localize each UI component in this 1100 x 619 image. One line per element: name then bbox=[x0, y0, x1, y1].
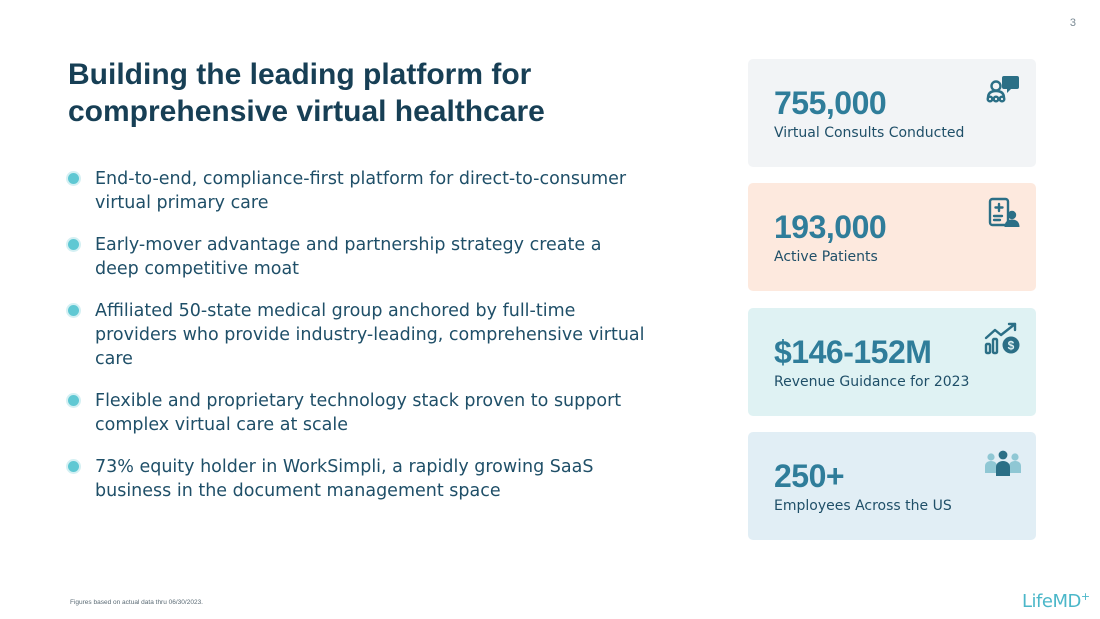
stat-value: $146-152M bbox=[774, 334, 932, 370]
bullet-text: Flexible and proprietary technology stac… bbox=[95, 391, 622, 435]
stat-card-employees: 250+ Employees Across the US bbox=[748, 432, 1036, 540]
stat-value: 193,000 bbox=[774, 209, 887, 245]
page-title: Building the leading platform for compre… bbox=[68, 56, 688, 130]
patient-record-icon bbox=[988, 197, 1020, 227]
consult-icon bbox=[986, 76, 1019, 103]
bullet-item: Affiliated 50-state medical group anchor… bbox=[68, 299, 648, 371]
bullet-dot-icon bbox=[68, 461, 79, 472]
stat-card-consults: 755,000 Virtual Consults Conducted bbox=[748, 59, 1036, 167]
page-title-line-2: comprehensive virtual healthcare bbox=[68, 95, 545, 128]
bullet-text: End-to-end, compliance-first platform fo… bbox=[95, 169, 627, 213]
logo-plus-icon: + bbox=[1080, 590, 1090, 603]
bullet-item: 73% equity holder in WorkSimpli, a rapid… bbox=[68, 455, 648, 503]
bullet-dot-icon bbox=[68, 173, 79, 184]
stat-label: Active Patients bbox=[774, 249, 878, 265]
bullet-dot-icon bbox=[68, 239, 79, 250]
page-title-line-1: Building the leading platform for bbox=[68, 58, 532, 91]
revenue-growth-icon: $ bbox=[984, 322, 1020, 355]
stat-value: 250+ bbox=[774, 458, 845, 494]
stat-card-patients: 193,000 Active Patients bbox=[748, 183, 1036, 291]
stat-card-revenue: $146-152M Revenue Guidance for 2023 $ bbox=[748, 308, 1036, 416]
bullet-list: End-to-end, compliance-first platform fo… bbox=[68, 167, 648, 521]
team-icon bbox=[985, 450, 1021, 476]
svg-text:$: $ bbox=[1008, 339, 1015, 353]
stat-label: Revenue Guidance for 2023 bbox=[774, 374, 970, 390]
stat-label: Virtual Consults Conducted bbox=[774, 125, 965, 141]
footnote: Figures based on actual data thru 06/30/… bbox=[70, 599, 203, 606]
bullet-item: Early-mover advantage and partnership st… bbox=[68, 233, 648, 281]
logo-text: LifeMD bbox=[1022, 591, 1081, 612]
page-number: 3 bbox=[1069, 17, 1076, 29]
bullet-item: End-to-end, compliance-first platform fo… bbox=[68, 167, 648, 215]
bullet-dot-icon bbox=[68, 305, 79, 316]
bullet-dot-icon bbox=[68, 395, 79, 406]
bullet-text: 73% equity holder in WorkSimpli, a rapid… bbox=[95, 457, 594, 501]
bullet-text: Early-mover advantage and partnership st… bbox=[95, 235, 602, 279]
stat-label: Employees Across the US bbox=[774, 498, 952, 514]
bullet-text: Affiliated 50-state medical group anchor… bbox=[95, 301, 645, 369]
bullet-item: Flexible and proprietary technology stac… bbox=[68, 389, 648, 437]
stat-value: 755,000 bbox=[774, 85, 887, 121]
lifemd-logo: LifeMD+ bbox=[1022, 590, 1090, 612]
